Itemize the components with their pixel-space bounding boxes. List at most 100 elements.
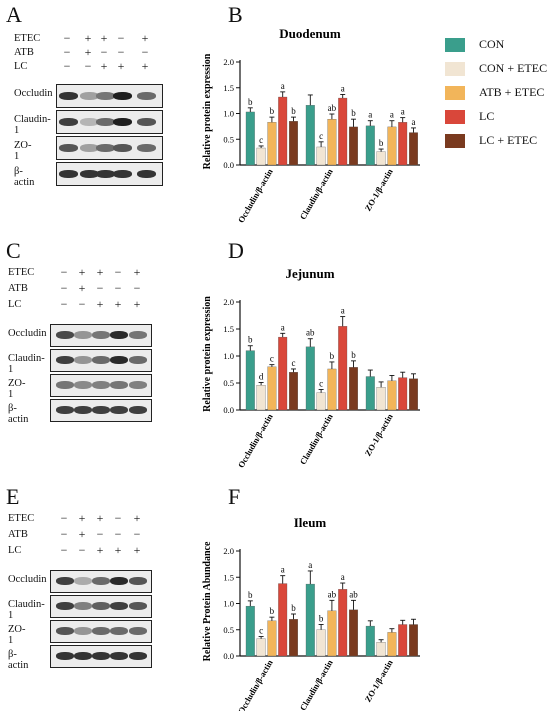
treatment-sign: + <box>84 45 92 59</box>
treatment-sign: + <box>100 31 108 45</box>
blot-band <box>58 92 78 100</box>
significance-letter: b <box>291 106 296 116</box>
blot-band <box>112 144 132 152</box>
bar <box>267 620 277 657</box>
protein-label: ZO-1 <box>8 624 26 646</box>
blot-band <box>56 602 74 610</box>
significance-letter: d <box>259 371 264 381</box>
blot-band <box>79 92 99 100</box>
y-tick-label: 1.5 <box>223 324 234 334</box>
significance-letter: c <box>292 358 296 368</box>
y-axis-label: Relative Protein Abundance <box>202 541 213 661</box>
blot-band <box>129 406 147 414</box>
treatment-sign: − <box>63 31 71 45</box>
blot-band <box>110 356 128 364</box>
significance-letter: b <box>291 603 296 613</box>
chart-title: Jejunum <box>285 266 334 281</box>
blot-band <box>129 652 147 660</box>
bar <box>289 619 298 657</box>
blot-strip <box>56 162 163 186</box>
blot-band <box>79 170 99 178</box>
treatment-sign: − <box>63 59 71 73</box>
blot-strip <box>50 399 152 422</box>
y-tick-label: 1.5 <box>223 572 234 582</box>
significance-letter: b <box>248 335 253 345</box>
blot-strip <box>50 645 152 668</box>
y-tick-label: 0.5 <box>223 378 234 388</box>
chart-title: Ileum <box>294 515 327 530</box>
panel-letter-c: C <box>6 238 21 263</box>
legend-swatch <box>445 110 465 124</box>
treatment-label: ETEC <box>8 267 35 278</box>
significance-letter: a <box>341 306 345 316</box>
blot-strip <box>56 110 163 134</box>
y-tick-label: 2.0 <box>223 546 234 556</box>
y-tick-label: 0.0 <box>223 405 234 415</box>
blot-strip <box>50 595 152 618</box>
blot-band <box>112 92 132 100</box>
treatment-sign: + <box>133 511 141 525</box>
blot-band <box>92 331 110 339</box>
blot-band <box>74 381 92 389</box>
treatment-sign: + <box>114 297 122 311</box>
blot-band <box>56 406 74 414</box>
significance-letter: a <box>308 560 312 570</box>
panel-letter-b: B <box>228 2 243 27</box>
significance-letter: a <box>390 110 394 120</box>
y-tick-label: 1.0 <box>223 109 234 119</box>
treatment-sign: + <box>133 297 141 311</box>
significance-letter: c <box>319 378 323 388</box>
blot-band <box>92 577 110 585</box>
significance-letter: b <box>270 106 275 116</box>
significance-letter: b <box>248 97 253 107</box>
x-tick-label: ZO-1/β-actin <box>363 658 395 704</box>
treatment-sign: + <box>133 265 141 279</box>
blot-band <box>112 170 132 178</box>
significance-letter: a <box>412 117 416 127</box>
blot-band <box>58 170 78 178</box>
legend-swatch <box>445 62 465 76</box>
significance-letter: c <box>270 354 274 364</box>
blot-band <box>110 602 128 610</box>
treatment-sign: − <box>63 45 71 59</box>
blot-band <box>92 627 110 635</box>
treatment-sign: − <box>96 281 104 295</box>
bar <box>256 638 266 657</box>
significance-letter: a <box>368 110 372 120</box>
treatment-sign: + <box>84 31 92 45</box>
significance-letter: ab <box>328 589 337 599</box>
treatment-label: LC <box>14 61 28 72</box>
blot-strip <box>56 136 163 160</box>
blot-band <box>129 577 147 585</box>
treatment-sign: + <box>78 511 86 525</box>
blot-band <box>74 627 92 635</box>
blot-strip <box>50 570 152 593</box>
bar <box>338 589 348 657</box>
y-tick-label: 2.0 <box>223 57 234 67</box>
treatment-label: ATB <box>8 283 28 294</box>
significance-letter: b <box>330 351 335 361</box>
bar <box>327 610 337 657</box>
blot-band <box>56 652 74 660</box>
bar <box>316 629 326 657</box>
blot-band <box>136 144 156 152</box>
protein-label: Occludin <box>8 574 47 585</box>
blot-band <box>110 577 128 585</box>
bar <box>409 624 418 657</box>
treatment-sign: − <box>100 45 108 59</box>
blot-band <box>95 92 115 100</box>
protein-label: ZO-1 <box>8 378 26 400</box>
treatment-label: LC <box>8 545 22 556</box>
protein-label: ZO-1 <box>14 140 32 162</box>
blot-band <box>56 381 74 389</box>
y-axis-label: Relative protein expression <box>202 296 213 412</box>
legend-label: CON <box>479 37 505 51</box>
blot-strip <box>50 620 152 643</box>
treatment-sign: + <box>117 59 125 73</box>
blot-band <box>58 118 78 126</box>
y-tick-label: 1.0 <box>223 351 234 361</box>
bar <box>387 632 397 657</box>
panel-letter-d: D <box>228 238 244 263</box>
